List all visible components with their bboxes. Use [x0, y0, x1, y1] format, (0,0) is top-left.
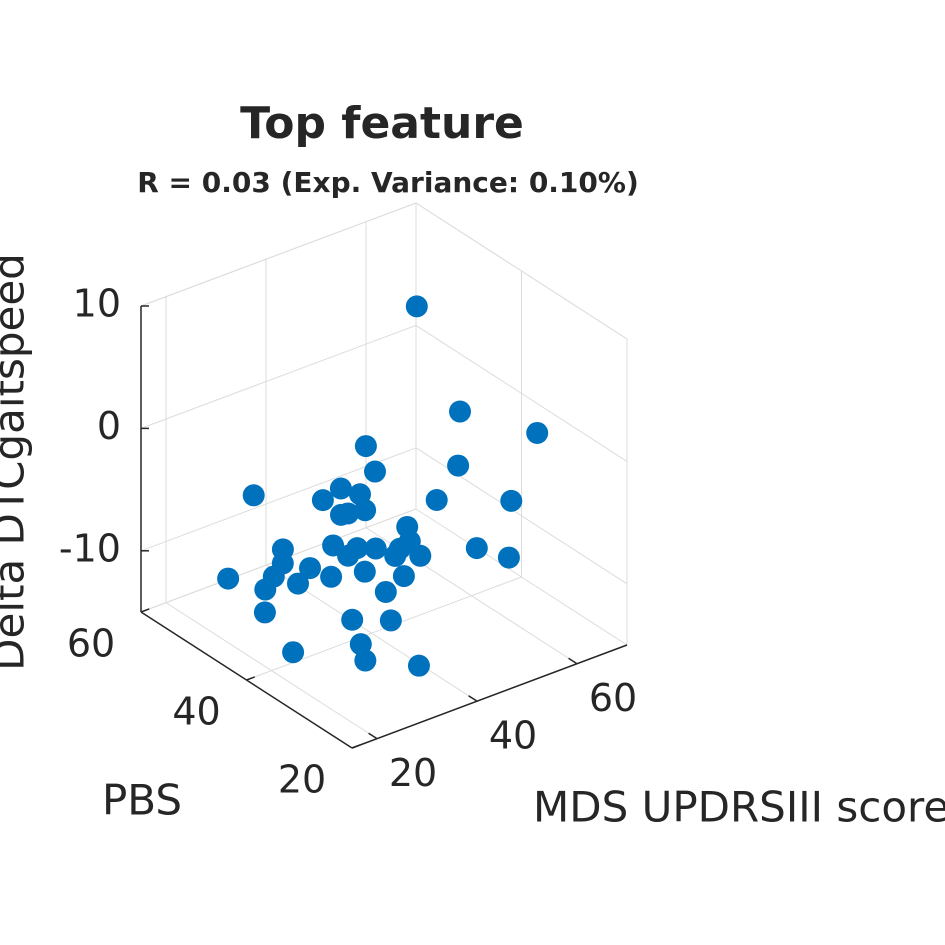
tick-mark — [140, 608, 150, 613]
point — [320, 565, 343, 588]
y-axis-label: PBS — [102, 776, 182, 825]
point — [330, 503, 352, 526]
x-tick-label: 40 — [489, 714, 537, 758]
grid-line — [140, 324, 417, 429]
point — [217, 567, 240, 590]
point — [282, 641, 305, 664]
point — [341, 608, 364, 631]
point — [405, 295, 428, 318]
point — [500, 489, 523, 512]
point — [329, 477, 352, 500]
point — [392, 565, 415, 588]
point — [409, 544, 432, 567]
z-tick-label: 10 — [73, 282, 121, 326]
point — [311, 489, 334, 512]
tick-mark — [568, 657, 578, 665]
point — [253, 601, 276, 624]
tick-mark — [368, 732, 378, 740]
x-tick-label: 60 — [589, 676, 637, 720]
point — [242, 484, 265, 507]
y-tick-label: 40 — [172, 690, 220, 734]
x-axis — [351, 644, 628, 749]
y-tick-label: 60 — [67, 622, 115, 666]
y-tick-label: 20 — [278, 758, 326, 802]
point — [254, 578, 277, 601]
x-axis-label: MDS UPDRSIII score — [533, 783, 945, 832]
point — [497, 546, 520, 569]
point — [465, 537, 488, 560]
chart-title: Top feature — [240, 98, 524, 149]
point — [449, 400, 471, 423]
point — [407, 654, 430, 677]
tick-mark — [468, 695, 478, 702]
point — [354, 649, 377, 672]
point — [299, 557, 321, 580]
point — [379, 609, 402, 632]
point — [526, 421, 549, 444]
z-tick-label: -10 — [59, 526, 121, 570]
tick-mark — [246, 676, 256, 681]
point — [337, 544, 360, 567]
point — [354, 499, 377, 522]
chart-subtitle: R = 0.03 (Exp. Variance: 0.10%) — [137, 166, 639, 199]
z-axis-label: Delta DTCgaitspeed — [0, 253, 34, 671]
point — [354, 435, 377, 458]
point — [287, 572, 309, 595]
grid-line — [140, 202, 417, 307]
point — [447, 454, 470, 477]
z-tick-label: 0 — [97, 404, 121, 448]
point — [374, 580, 397, 603]
x-tick-label: 20 — [389, 751, 437, 795]
y-axis — [140, 611, 353, 749]
point — [364, 460, 386, 483]
point — [425, 488, 448, 511]
point — [388, 537, 411, 560]
point — [353, 560, 376, 583]
point — [364, 537, 387, 560]
